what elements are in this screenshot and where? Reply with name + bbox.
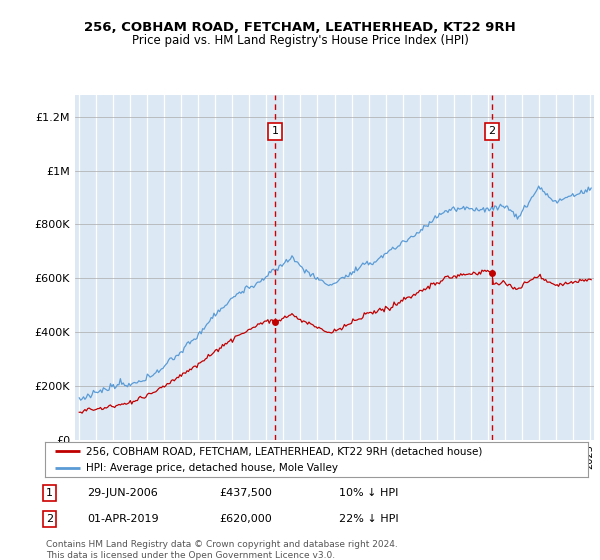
Text: Price paid vs. HM Land Registry's House Price Index (HPI): Price paid vs. HM Land Registry's House …: [131, 34, 469, 46]
Text: Contains HM Land Registry data © Crown copyright and database right 2024.
This d: Contains HM Land Registry data © Crown c…: [46, 540, 398, 560]
Text: 01-APR-2019: 01-APR-2019: [87, 514, 158, 524]
Text: HPI: Average price, detached house, Mole Valley: HPI: Average price, detached house, Mole…: [86, 463, 338, 473]
Text: £437,500: £437,500: [219, 488, 272, 498]
Text: £620,000: £620,000: [219, 514, 272, 524]
Text: 29-JUN-2006: 29-JUN-2006: [87, 488, 158, 498]
Text: 1: 1: [46, 488, 53, 498]
Text: 256, COBHAM ROAD, FETCHAM, LEATHERHEAD, KT22 9RH (detached house): 256, COBHAM ROAD, FETCHAM, LEATHERHEAD, …: [86, 446, 482, 456]
Text: 1: 1: [271, 127, 278, 137]
Text: 2: 2: [46, 514, 53, 524]
Text: 256, COBHAM ROAD, FETCHAM, LEATHERHEAD, KT22 9RH: 256, COBHAM ROAD, FETCHAM, LEATHERHEAD, …: [84, 21, 516, 34]
Text: 2: 2: [488, 127, 496, 137]
Text: 10% ↓ HPI: 10% ↓ HPI: [339, 488, 398, 498]
Text: 22% ↓ HPI: 22% ↓ HPI: [339, 514, 398, 524]
